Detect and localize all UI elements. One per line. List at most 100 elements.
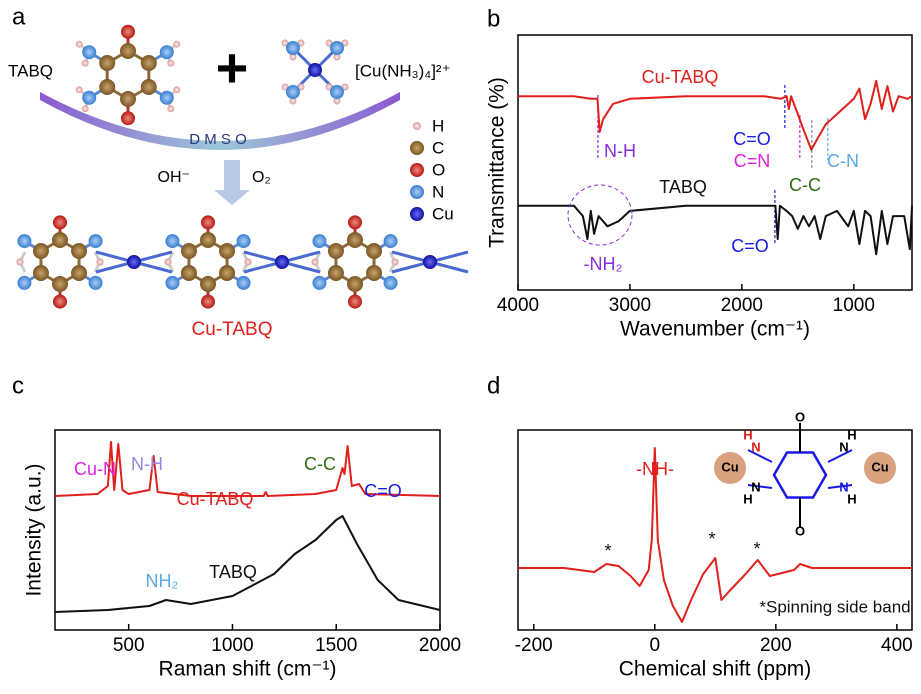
atom <box>281 83 289 91</box>
atom <box>75 40 83 48</box>
atom <box>99 79 116 95</box>
x-tick-label: 3000 <box>609 295 651 316</box>
atom <box>200 276 216 292</box>
atom <box>312 234 327 249</box>
atom <box>173 40 181 48</box>
annotation: NH₂ <box>146 571 179 591</box>
x-tick-label: 2000 <box>419 635 461 656</box>
inset-label: H <box>847 427 856 442</box>
atom <box>348 215 362 230</box>
atom <box>82 90 97 105</box>
atom <box>120 91 136 107</box>
legend-label: Cu <box>432 204 454 223</box>
annotation: C-C <box>304 454 336 474</box>
atom <box>81 59 89 67</box>
atom <box>410 185 424 199</box>
atom <box>341 83 349 91</box>
series-line <box>54 515 441 613</box>
annotation: -NH- <box>636 459 674 479</box>
panel-label: a <box>12 3 26 30</box>
atom <box>330 41 344 55</box>
atom <box>82 45 97 60</box>
inset-label: O <box>795 409 805 424</box>
annotation: -NH₂ <box>584 254 623 274</box>
atom <box>121 24 135 39</box>
atom <box>96 258 104 266</box>
atom <box>173 86 181 94</box>
annotation: N-H <box>131 454 163 474</box>
atom <box>32 265 49 281</box>
atom <box>140 79 157 95</box>
x-tick-label: 1000 <box>833 295 875 316</box>
atom <box>140 55 157 71</box>
atom <box>52 232 68 248</box>
atom <box>53 215 67 230</box>
atom <box>180 265 197 281</box>
atom <box>333 97 341 105</box>
atom <box>244 258 252 266</box>
reactant-label: TABQ <box>8 61 53 80</box>
atom <box>348 294 362 309</box>
atom <box>81 105 89 113</box>
atom <box>410 207 424 221</box>
atom <box>99 55 116 71</box>
atom <box>236 234 251 249</box>
atom <box>164 258 172 266</box>
annotation: * <box>753 539 760 559</box>
atom <box>201 215 215 230</box>
plot-frame <box>517 429 913 631</box>
inset-label: H <box>743 427 752 442</box>
atom <box>75 86 83 94</box>
atom <box>219 243 236 259</box>
atom <box>341 39 349 47</box>
x-tick-label: -200 <box>515 635 553 656</box>
inset-label: Cu <box>721 459 738 474</box>
atom <box>159 45 174 60</box>
atom <box>165 234 180 249</box>
atom <box>200 232 216 248</box>
atom <box>281 39 289 47</box>
atom <box>383 234 398 249</box>
annotation: Cu-TABQ <box>177 489 254 509</box>
atom <box>17 234 32 249</box>
legend-label: N <box>432 182 444 201</box>
atom <box>383 275 398 290</box>
y-axis-label: Transmittance (%) <box>486 77 509 248</box>
inset-bond <box>827 484 853 489</box>
plus-sign: + <box>216 36 249 99</box>
inset-cu <box>714 452 746 484</box>
atom <box>327 243 344 259</box>
x-tick-label: 500 <box>113 635 145 656</box>
atom <box>289 97 297 105</box>
reaction-arrow <box>214 160 250 205</box>
atom <box>167 105 175 113</box>
highlight-circle <box>567 184 633 246</box>
panel-label: b <box>487 5 500 32</box>
atom <box>311 258 319 266</box>
inset-label: H <box>847 491 856 506</box>
plot-frame <box>517 34 913 291</box>
atom <box>201 294 215 309</box>
atom <box>297 39 305 47</box>
x-tick-label: 4000 <box>497 295 539 316</box>
series-line <box>518 447 912 623</box>
annotation: C-C <box>789 175 821 195</box>
atom <box>413 122 421 130</box>
inset-label: N <box>751 479 760 494</box>
x-tick-label: 2000 <box>721 295 763 316</box>
atom <box>297 83 305 91</box>
legend-label: O <box>432 160 445 179</box>
inset-label: N <box>751 439 760 454</box>
x-axis-label: Raman shift (cm⁻¹) <box>159 658 337 681</box>
atom <box>286 85 300 99</box>
atom <box>88 275 103 290</box>
atom <box>327 265 344 281</box>
x-tick-label: 0 <box>649 635 660 656</box>
atom <box>347 232 363 248</box>
x-tick-label: 400 <box>881 635 913 656</box>
x-axis-label: Chemical shift (ppm) <box>619 658 812 681</box>
annotation: Cu-N <box>74 459 116 479</box>
inset-bond <box>747 449 773 463</box>
